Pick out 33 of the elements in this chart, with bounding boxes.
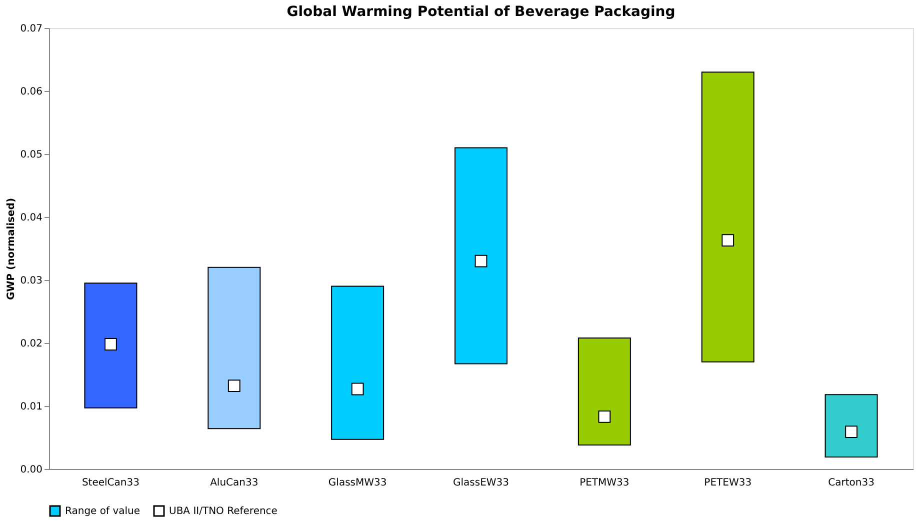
point [474,254,488,268]
x-tick-label: PETMW33 [580,478,630,488]
y-axis-title: GWP (normalised) [6,198,18,300]
x-tick-label: AluCan33 [210,478,258,488]
bar [454,147,508,364]
y-tick-label: 0.00 [20,464,42,476]
x-tick-label: PETEW33 [704,478,752,488]
x-tick-label: SteelCan33 [82,478,140,488]
x-tick-label: GlassEW33 [452,478,510,488]
y-tick-label: 0.05 [20,150,42,160]
bar [331,286,384,440]
point [351,382,364,396]
y-tick-label: 0.02 [20,338,42,350]
point [598,410,611,423]
x-tick-label: Carton33 [828,478,874,488]
y-tick-label: 0.03 [20,276,42,286]
y-tick-label: 0.06 [20,86,42,98]
y-tick-label: 0.07 [20,24,42,34]
bar [701,72,754,362]
bar [824,394,878,458]
point [845,426,858,438]
y-tick-label: 0.01 [20,402,42,412]
chart-title: Global Warming Potential of Beverage Packaging [286,4,676,20]
legend-label: Range of value [65,506,140,517]
bar [578,337,631,446]
legend-label: UBA II/TNO Reference [169,506,278,517]
point [228,380,240,392]
y-tick-label: 0.04 [20,212,42,224]
bar [208,266,261,430]
point [722,234,734,247]
x-tick-label: GlassMW33 [328,478,387,488]
point [104,338,117,350]
bar [84,282,138,408]
